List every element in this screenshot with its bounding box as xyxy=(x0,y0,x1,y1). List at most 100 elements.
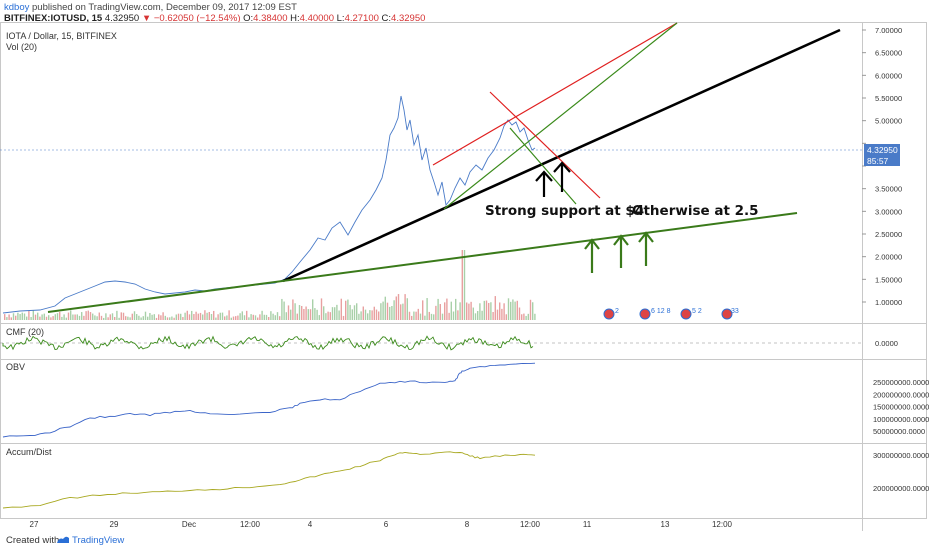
obv-axis-tick: 200000000.0000 xyxy=(873,390,929,399)
volume-bar xyxy=(336,304,338,320)
volume-bar xyxy=(100,315,103,320)
volume-bar xyxy=(534,313,536,320)
volume-bar xyxy=(470,301,472,320)
volume-bar xyxy=(257,317,259,320)
volume-bar xyxy=(402,303,404,320)
volume-bar xyxy=(320,298,323,320)
volume-bar xyxy=(512,299,514,320)
volume-bar xyxy=(81,312,83,320)
volume-bar xyxy=(455,298,457,320)
volume-bar xyxy=(54,314,56,320)
volume-bar xyxy=(127,316,129,320)
svg-text:5 2: 5 2 xyxy=(692,308,702,315)
volume-bar xyxy=(23,313,26,320)
volume-bar xyxy=(144,311,147,320)
volume-bar xyxy=(202,314,204,320)
downtrend-green-line xyxy=(509,127,577,205)
obv-line xyxy=(2,362,536,438)
volume-bar xyxy=(461,250,463,320)
volume-bar xyxy=(386,302,389,320)
time-axis-tick: 11 xyxy=(583,520,592,529)
volume-bar xyxy=(367,313,369,320)
volume-bar xyxy=(391,306,393,320)
publisher-name[interactable]: kdboy xyxy=(4,2,30,13)
price-axis-tick: 1.00000 xyxy=(875,298,902,307)
volume-bar xyxy=(92,313,94,320)
event-badges[interactable]: 2 6 12 8 5 2 33 xyxy=(603,308,739,320)
volume-bar xyxy=(87,310,89,320)
volume-bar xyxy=(118,317,120,320)
volume-bar xyxy=(287,305,290,320)
volume-bar xyxy=(226,315,228,320)
volume-bar xyxy=(199,312,202,320)
volume-bar xyxy=(364,309,367,320)
volume-bar xyxy=(215,317,217,320)
volume-bar xyxy=(182,317,184,320)
volume-bar xyxy=(197,313,199,320)
volume-bar xyxy=(483,300,485,320)
volume-bar xyxy=(428,311,430,320)
last-price: 4.32950 xyxy=(104,13,140,24)
volume-bar xyxy=(514,301,516,320)
volume-bar xyxy=(433,314,435,320)
volume-bar xyxy=(39,316,41,320)
volume-bar xyxy=(507,298,510,320)
volume-bar xyxy=(177,313,180,320)
volume-bar xyxy=(228,310,230,320)
volume-bar xyxy=(32,310,34,320)
volume-bar xyxy=(164,315,166,320)
time-axis-tick: 4 xyxy=(308,520,313,529)
volume-bar xyxy=(472,307,474,320)
volume-bar xyxy=(122,312,125,320)
volume-bar xyxy=(155,317,158,320)
volume-bar xyxy=(70,310,72,320)
volume-bar xyxy=(213,310,215,320)
volume-bar xyxy=(270,311,272,320)
volume-bar xyxy=(131,313,133,320)
down-arrow-icon: ▼ xyxy=(141,13,152,24)
time-axis-tick: 13 xyxy=(661,520,670,529)
volume-bar xyxy=(136,314,138,320)
volume-bar xyxy=(523,313,525,320)
obv-axis-tick: 50000000.0000 xyxy=(873,427,925,436)
volume-bar xyxy=(422,300,424,320)
tradingview-brand[interactable]: TradingView xyxy=(72,535,125,546)
volume-bar xyxy=(529,299,532,320)
volume-bar xyxy=(28,310,30,320)
price-axis-tick: 7.00000 xyxy=(875,26,902,35)
volume-bar xyxy=(151,314,153,320)
volume-bar xyxy=(206,312,208,320)
volume-bar xyxy=(459,302,461,320)
volume-bar xyxy=(477,311,479,320)
svg-text:6 12 8: 6 12 8 xyxy=(651,308,671,315)
volume-bar xyxy=(468,303,470,320)
volume-bar xyxy=(274,315,276,320)
volume-bar xyxy=(17,312,19,320)
volume-bar xyxy=(382,301,384,320)
ad-axis: 300000000.0000 200000000.0000 xyxy=(873,451,929,493)
volume-bar xyxy=(411,315,413,320)
volume-bar xyxy=(30,317,32,320)
volume-bar xyxy=(516,300,518,320)
volume-bar xyxy=(41,314,43,320)
time-axis: 27 29 Dec 12:00 4 6 8 12:00 11 13 12:00 xyxy=(30,520,733,529)
volume-bar xyxy=(496,309,499,320)
publish-info: published on TradingView.com, December 0… xyxy=(32,2,297,13)
time-axis-tick: 12:00 xyxy=(520,520,541,529)
volume-bar xyxy=(125,316,127,320)
volume-bar xyxy=(395,296,397,320)
volume-bar xyxy=(239,313,241,320)
volume-bar xyxy=(353,305,356,320)
volume-bar xyxy=(162,312,164,320)
volume-label: Vol (20) xyxy=(6,42,37,52)
volume-bar xyxy=(338,310,340,320)
volume-bar xyxy=(430,313,433,320)
volume-bar xyxy=(298,305,301,320)
chart-canvas[interactable]: 7.00000 6.50000 6.00000 5.50000 5.00000 3.500… xyxy=(0,22,932,531)
cmf-label: CMF (20) xyxy=(6,327,44,337)
volume-bar xyxy=(331,307,334,320)
volume-bar xyxy=(424,315,426,320)
volume-bar xyxy=(193,314,195,320)
volume-bar xyxy=(138,315,140,320)
volume-bar xyxy=(448,312,450,320)
